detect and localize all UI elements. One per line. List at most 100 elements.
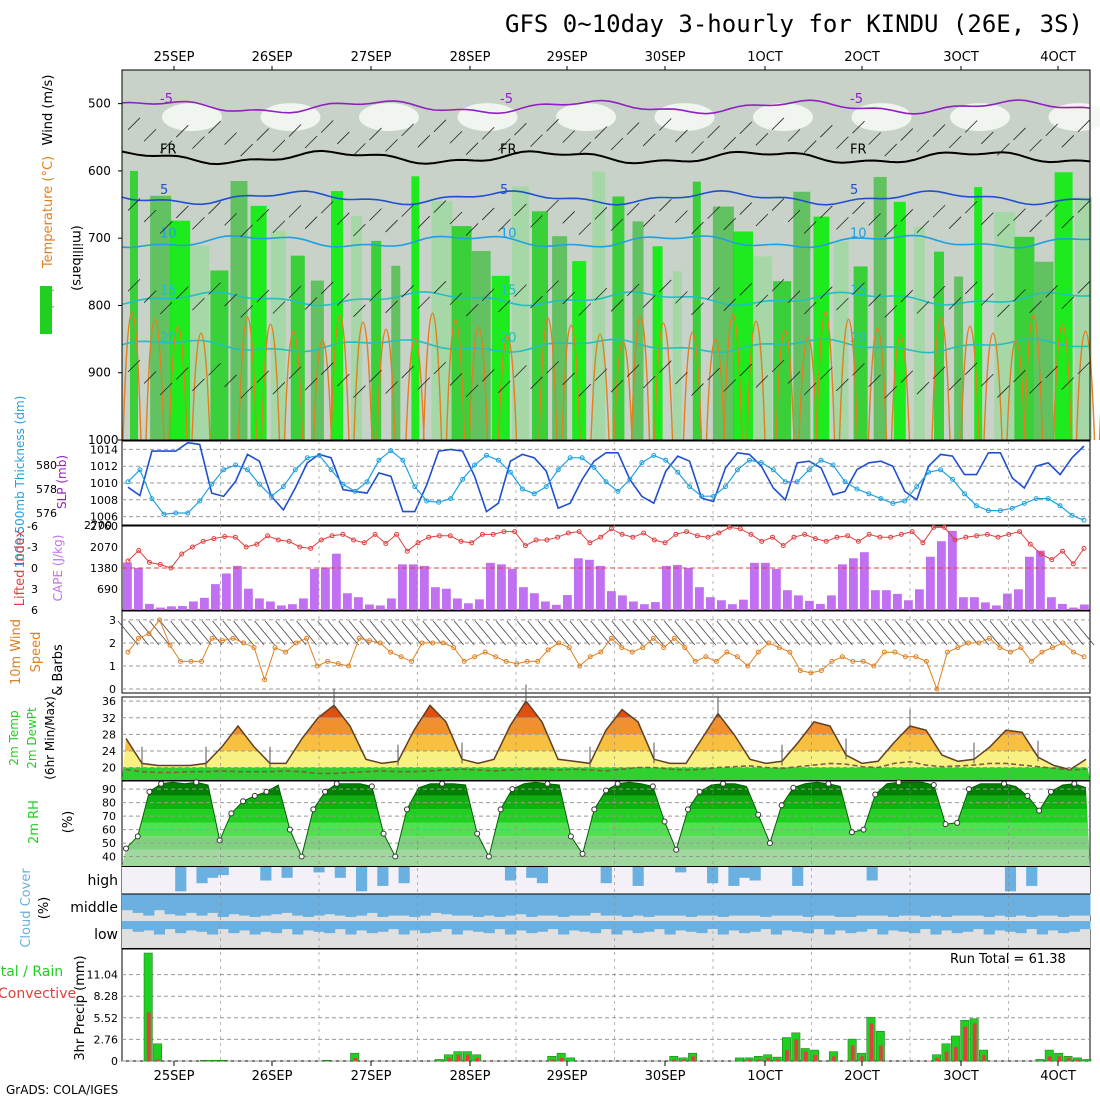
wind-barb bbox=[803, 301, 817, 315]
precip-convective-bar bbox=[465, 1054, 470, 1061]
wind-speed-point bbox=[766, 640, 772, 646]
cape-bar bbox=[706, 597, 715, 610]
wind-barb bbox=[233, 620, 254, 646]
wind-barb bbox=[642, 620, 664, 646]
wind-barb bbox=[1061, 377, 1075, 390]
wind-barb bbox=[594, 126, 608, 139]
wind-barb bbox=[385, 219, 398, 233]
wind-barb bbox=[498, 138, 511, 151]
cloud-cover-bar bbox=[451, 894, 463, 916]
wind-barb bbox=[852, 120, 865, 134]
li-tick-label: 3 bbox=[31, 583, 38, 596]
cloud-cover-bar bbox=[281, 921, 293, 930]
rh-point bbox=[614, 780, 621, 787]
thickness-point bbox=[973, 503, 979, 509]
wind-barb bbox=[417, 215, 431, 229]
wind-barb bbox=[149, 620, 170, 646]
wind-barb bbox=[1045, 204, 1058, 217]
cloud-cover-bar bbox=[387, 921, 400, 930]
wind-speed-point bbox=[503, 658, 509, 664]
wind-barb bbox=[143, 371, 157, 384]
li-point bbox=[222, 534, 228, 539]
wind-barb bbox=[968, 620, 990, 646]
rh-axis-label: (%) bbox=[61, 811, 76, 834]
rh-point bbox=[509, 786, 516, 793]
rh-point bbox=[661, 818, 668, 825]
wind-barb bbox=[932, 204, 946, 218]
rh-moist-column bbox=[310, 280, 324, 440]
cloud-cover-bar bbox=[972, 921, 985, 930]
temperature-contour-25 bbox=[838, 318, 859, 441]
temperature-contour-25 bbox=[983, 332, 1003, 441]
li-point bbox=[265, 533, 271, 539]
thickness-point bbox=[723, 484, 728, 490]
wind-barb bbox=[653, 620, 675, 646]
cloud-cover-bar bbox=[600, 867, 612, 884]
wind-barb bbox=[304, 297, 318, 310]
precip-total-bar bbox=[735, 1057, 744, 1062]
wind-barb bbox=[884, 385, 897, 399]
wind-barb bbox=[626, 202, 640, 216]
cloud-cover-bar bbox=[302, 921, 314, 931]
wind-barb bbox=[803, 221, 817, 234]
li-point bbox=[791, 534, 797, 540]
temperature-contour-25 bbox=[405, 337, 425, 441]
cloud-cover-bar bbox=[302, 894, 314, 917]
slp-tick-label: 1014 bbox=[90, 443, 118, 456]
wind-speed-point bbox=[850, 658, 856, 664]
wind-speed-point bbox=[797, 668, 803, 674]
rh-dry-patch bbox=[950, 103, 1010, 132]
li-point bbox=[963, 534, 969, 540]
wind-barb bbox=[610, 218, 624, 232]
temperature-contour-25 bbox=[1052, 323, 1073, 441]
rh-point bbox=[790, 784, 797, 791]
cloud-cover-bar bbox=[228, 921, 240, 934]
cape-bar bbox=[1014, 589, 1023, 610]
wind-speed-point bbox=[808, 670, 814, 676]
wind-barb bbox=[853, 620, 874, 646]
wind-barb bbox=[626, 122, 640, 135]
contour-label: -5 bbox=[500, 92, 513, 107]
wind-speed-point bbox=[871, 663, 877, 669]
wind-barb bbox=[562, 130, 575, 143]
wind-barb bbox=[820, 367, 833, 380]
rh-point bbox=[1047, 788, 1054, 795]
cloud-cover-bar bbox=[196, 867, 208, 884]
wind-speed-point bbox=[230, 635, 236, 641]
cloud-cover-bar bbox=[632, 921, 644, 934]
li-point bbox=[308, 545, 314, 551]
cloud-cover-bar bbox=[653, 921, 666, 930]
slp-tick-label: 1006 bbox=[90, 511, 118, 524]
cloud-cover-bar bbox=[770, 921, 783, 935]
li-point bbox=[1049, 557, 1055, 563]
wind-barb bbox=[691, 221, 704, 235]
wind-barb bbox=[1077, 200, 1091, 213]
wind-speed-point bbox=[955, 645, 961, 651]
wind-barb bbox=[997, 304, 1010, 318]
li-point bbox=[232, 534, 238, 540]
wind-speed-point bbox=[566, 645, 572, 651]
wind-barb bbox=[1021, 620, 1042, 646]
rh-legend-swatch bbox=[40, 286, 52, 334]
cape-bar bbox=[310, 568, 319, 610]
li-point bbox=[1070, 561, 1076, 567]
wind-barb bbox=[449, 292, 463, 306]
rh-dry-patch bbox=[260, 103, 321, 132]
wind-barb bbox=[1042, 620, 1063, 646]
cape-bar bbox=[134, 568, 143, 610]
cloud-cover-bar bbox=[845, 921, 857, 934]
rh-point bbox=[544, 780, 551, 787]
cape-bar bbox=[321, 567, 330, 610]
temperature-contour-25 bbox=[122, 311, 142, 441]
cape-bar bbox=[222, 573, 231, 610]
contour-label: -5 bbox=[850, 92, 863, 107]
temperature-contour-25 bbox=[682, 331, 703, 441]
thickness-point bbox=[328, 467, 334, 473]
rh-tick-label: 60 bbox=[102, 824, 116, 837]
li-point bbox=[372, 531, 378, 537]
wind-barb bbox=[1013, 127, 1026, 141]
wind-barb bbox=[1029, 300, 1042, 314]
li-point bbox=[727, 524, 733, 530]
cloud-cover-bar bbox=[632, 894, 644, 916]
cloud-cover-bar bbox=[898, 921, 910, 932]
